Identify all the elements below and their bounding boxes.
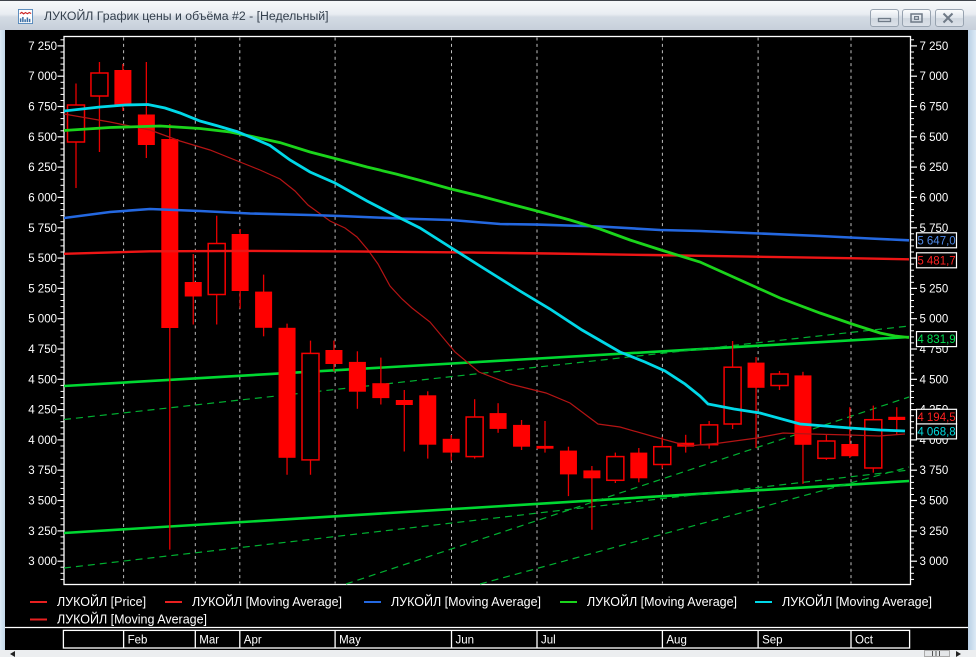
svg-text:3 250: 3 250 [28, 526, 57, 538]
svg-text:6 250: 6 250 [920, 162, 949, 174]
svg-text:5 481,7: 5 481,7 [917, 255, 955, 267]
svg-text:3 000: 3 000 [28, 556, 57, 568]
svg-text:Oct: Oct [855, 635, 874, 647]
svg-text:4 250: 4 250 [28, 405, 57, 417]
svg-text:ЛУКОЙЛ [Moving Average]: ЛУКОЙЛ [Moving Average] [57, 612, 207, 627]
svg-text:Jun: Jun [456, 635, 475, 647]
svg-text:5 647,0: 5 647,0 [917, 235, 955, 247]
svg-text:ЛУКОЙЛ [Moving Average]: ЛУКОЙЛ [Moving Average] [782, 594, 932, 609]
svg-text:4 500: 4 500 [28, 374, 57, 386]
svg-text:7 000: 7 000 [28, 71, 57, 83]
svg-text:5 750: 5 750 [28, 223, 57, 235]
svg-text:6 250: 6 250 [28, 162, 57, 174]
svg-text:6 000: 6 000 [920, 192, 949, 204]
svg-text:6 750: 6 750 [28, 102, 57, 114]
svg-text:May: May [339, 635, 361, 647]
svg-text:3 250: 3 250 [920, 526, 949, 538]
svg-text:3 500: 3 500 [28, 496, 57, 508]
svg-text:5 000: 5 000 [28, 314, 57, 326]
svg-text:6 000: 6 000 [28, 192, 57, 204]
svg-text:3 750: 3 750 [920, 465, 949, 477]
svg-text:Aug: Aug [666, 635, 686, 647]
svg-text:3 500: 3 500 [920, 496, 949, 508]
svg-text:3 000: 3 000 [920, 556, 949, 568]
svg-text:5 500: 5 500 [28, 253, 57, 265]
svg-text:6 500: 6 500 [28, 132, 57, 144]
svg-text:Jul: Jul [541, 635, 556, 647]
svg-text:5 250: 5 250 [28, 283, 57, 295]
svg-text:Apr: Apr [244, 635, 262, 647]
svg-text:4 068,8: 4 068,8 [917, 426, 955, 438]
svg-text:4 500: 4 500 [920, 374, 949, 386]
svg-text:5 750: 5 750 [920, 223, 949, 235]
svg-text:7 250: 7 250 [920, 41, 949, 53]
svg-text:4 750: 4 750 [28, 344, 57, 356]
svg-text:Feb: Feb [128, 635, 148, 647]
svg-text:4 194,5: 4 194,5 [917, 412, 955, 424]
svg-text:ЛУКОЙЛ [Moving Average]: ЛУКОЙЛ [Moving Average] [587, 594, 737, 609]
svg-text:6 750: 6 750 [920, 102, 949, 114]
svg-text:7 000: 7 000 [920, 71, 949, 83]
svg-text:Mar: Mar [199, 635, 219, 647]
svg-text:4 831,9: 4 831,9 [917, 334, 955, 346]
svg-text:5 000: 5 000 [920, 314, 949, 326]
svg-text:5 250: 5 250 [920, 283, 949, 295]
svg-text:ЛУКОЙЛ [Moving Average]: ЛУКОЙЛ [Moving Average] [391, 594, 541, 609]
svg-text:ЛУКОЙЛ [Price]: ЛУКОЙЛ [Price] [57, 594, 146, 609]
svg-text:6 500: 6 500 [920, 132, 949, 144]
svg-text:3 750: 3 750 [28, 465, 57, 477]
svg-text:4 000: 4 000 [28, 435, 57, 447]
svg-text:7 250: 7 250 [28, 41, 57, 53]
svg-text:ЛУКОЙЛ [Moving Average]: ЛУКОЙЛ [Moving Average] [192, 594, 342, 609]
svg-text:Sep: Sep [762, 635, 782, 647]
